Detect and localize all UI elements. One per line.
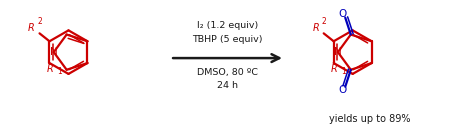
Text: DMSO, 80 ºC: DMSO, 80 ºC: [197, 68, 258, 77]
Text: R: R: [47, 64, 54, 74]
Text: TBHP (5 equiv): TBHP (5 equiv): [192, 35, 263, 44]
Text: 2: 2: [321, 17, 326, 26]
Text: yields up to 89%: yields up to 89%: [329, 114, 410, 124]
Text: 24 h: 24 h: [217, 81, 238, 90]
Text: O: O: [338, 9, 347, 19]
Text: N: N: [50, 47, 58, 57]
Text: 1: 1: [57, 67, 62, 76]
Text: N: N: [334, 47, 342, 57]
Text: I₂ (1.2 equiv): I₂ (1.2 equiv): [197, 21, 258, 30]
Text: 1: 1: [341, 67, 346, 76]
Text: R: R: [28, 23, 35, 33]
Text: R: R: [312, 23, 319, 33]
Text: R: R: [331, 64, 338, 74]
Text: 2: 2: [37, 17, 42, 26]
Text: O: O: [338, 85, 347, 95]
